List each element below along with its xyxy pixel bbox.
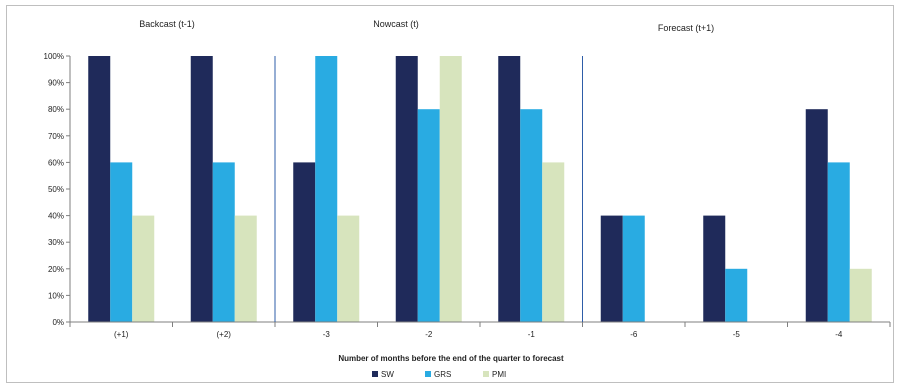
y-tick-label: 50% — [48, 185, 64, 194]
x-tick-label: -4 — [835, 330, 843, 339]
y-tick-label: 70% — [48, 132, 64, 141]
bar-pmi-3 — [439, 56, 462, 322]
bar-sw-4 — [498, 56, 521, 322]
legend-label-sw: SW — [381, 370, 394, 379]
legend-label-pmi: PMI — [492, 370, 506, 379]
legend-swatch-grs — [425, 371, 431, 377]
bar-sw-0 — [88, 56, 111, 322]
bar-pmi-4 — [542, 162, 565, 322]
bar-grs-5 — [622, 215, 645, 322]
x-tick-label: (+1) — [114, 330, 129, 339]
bar-grs-3 — [417, 109, 440, 322]
bar-sw-2 — [293, 162, 316, 322]
x-tick-label: (+2) — [217, 330, 232, 339]
bar-pmi-1 — [234, 215, 257, 322]
bar-grs-6 — [725, 268, 748, 322]
x-tick-label: -3 — [323, 330, 331, 339]
legend-swatch-sw — [372, 371, 378, 377]
bar-pmi-0 — [132, 215, 155, 322]
legend-label-grs: GRS — [434, 370, 451, 379]
bar-grs-4 — [520, 109, 543, 322]
y-tick-label: 80% — [48, 105, 64, 114]
legend-swatch-pmi — [483, 371, 489, 377]
x-tick-label: -6 — [630, 330, 638, 339]
bar-sw-3 — [395, 56, 418, 322]
y-tick-label: 30% — [48, 238, 64, 247]
y-tick-label: 90% — [48, 79, 64, 88]
x-axis: (+1) (+2) -3 -2 -1 -6 -5 -4 — [69, 56, 891, 339]
x-tick-label: -2 — [425, 330, 433, 339]
legend: SW GRS PMI — [372, 370, 506, 379]
bars — [88, 56, 872, 322]
y-axis: 0% 10% 20% 30% 40% 50% 60% 70% 80% 90% 100% — [44, 52, 71, 327]
y-tick-label: 10% — [48, 291, 64, 300]
bar-sw-5 — [600, 215, 623, 322]
bar-sw-7 — [805, 109, 828, 322]
region-label-backcast: Backcast (t-1) — [139, 19, 195, 29]
x-tick-label: -1 — [528, 330, 536, 339]
bar-grs-1 — [212, 162, 235, 322]
x-tick-label: -5 — [733, 330, 741, 339]
y-tick-label: 0% — [52, 318, 64, 327]
x-axis-title: Number of months before the end of the q… — [338, 354, 564, 363]
chart-frame — [6, 5, 894, 383]
bar-sw-1 — [190, 56, 213, 322]
bar-grs-7 — [827, 162, 850, 322]
y-tick-label: 20% — [48, 265, 64, 274]
bar-grs-0 — [110, 162, 133, 322]
bar-pmi-7 — [849, 268, 872, 322]
y-tick-label: 60% — [48, 158, 64, 167]
region-label-nowcast: Nowcast (t) — [373, 19, 419, 29]
region-label-forecast: Forecast (t+1) — [658, 23, 714, 33]
bar-pmi-2 — [337, 215, 360, 322]
bar-grs-2 — [315, 56, 338, 322]
y-tick-label: 40% — [48, 212, 64, 221]
y-tick-label: 100% — [44, 52, 64, 61]
bar-sw-6 — [703, 215, 726, 322]
